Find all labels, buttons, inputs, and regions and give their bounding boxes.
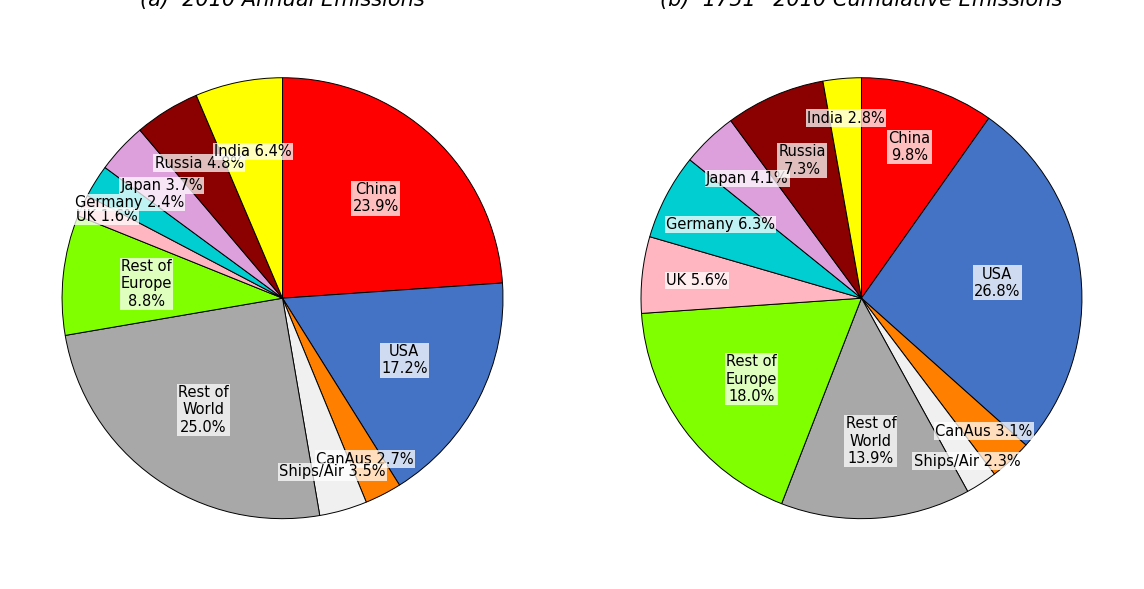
- Title: (a)  2010 Annual Emissions: (a) 2010 Annual Emissions: [141, 0, 424, 10]
- Text: USA
26.8%: USA 26.8%: [974, 267, 1020, 299]
- Wedge shape: [87, 167, 283, 298]
- Wedge shape: [823, 78, 861, 298]
- Title: (b)  1751−2010 Cumulative Emissions: (b) 1751−2010 Cumulative Emissions: [660, 0, 1063, 10]
- Text: Rest of
Europe
18.0%: Rest of Europe 18.0%: [725, 355, 777, 404]
- Wedge shape: [861, 298, 1026, 474]
- Wedge shape: [105, 130, 283, 298]
- Text: Japan 4.1%: Japan 4.1%: [706, 171, 788, 186]
- Text: CanAus 3.1%: CanAus 3.1%: [936, 423, 1033, 439]
- Text: Japan 3.7%: Japan 3.7%: [120, 178, 202, 193]
- Wedge shape: [283, 298, 399, 502]
- Text: China
23.9%: China 23.9%: [352, 182, 399, 214]
- Wedge shape: [731, 81, 861, 298]
- Wedge shape: [690, 121, 861, 298]
- Wedge shape: [781, 298, 968, 519]
- Wedge shape: [140, 95, 283, 298]
- Text: Ships/Air 2.3%: Ships/Air 2.3%: [914, 454, 1020, 468]
- Wedge shape: [650, 160, 861, 298]
- Wedge shape: [641, 237, 861, 313]
- Text: UK 5.6%: UK 5.6%: [666, 273, 728, 288]
- Wedge shape: [197, 78, 283, 298]
- Wedge shape: [861, 118, 1082, 445]
- Text: UK 1.6%: UK 1.6%: [76, 209, 137, 224]
- Wedge shape: [78, 196, 283, 298]
- Text: Rest of
World
13.9%: Rest of World 13.9%: [845, 416, 896, 466]
- Text: CanAus 2.7%: CanAus 2.7%: [316, 452, 414, 466]
- Text: Russia 4.8%: Russia 4.8%: [154, 155, 244, 171]
- Wedge shape: [283, 78, 502, 298]
- Text: Russia
7.3%: Russia 7.3%: [779, 144, 826, 177]
- Text: Rest of
Europe
8.8%: Rest of Europe 8.8%: [121, 259, 173, 309]
- Text: India 2.8%: India 2.8%: [807, 111, 884, 125]
- Text: China
9.8%: China 9.8%: [889, 131, 930, 163]
- Wedge shape: [283, 283, 503, 485]
- Wedge shape: [283, 298, 366, 515]
- Text: Germany 2.4%: Germany 2.4%: [74, 195, 184, 210]
- Text: USA
17.2%: USA 17.2%: [381, 344, 428, 376]
- Wedge shape: [861, 298, 994, 491]
- Wedge shape: [65, 298, 320, 519]
- Text: India 6.4%: India 6.4%: [214, 144, 292, 159]
- Text: Ships/Air 3.5%: Ships/Air 3.5%: [279, 465, 386, 479]
- Wedge shape: [642, 298, 861, 504]
- Text: Germany 6.3%: Germany 6.3%: [666, 217, 776, 232]
- Text: Rest of
World
25.0%: Rest of World 25.0%: [178, 385, 229, 435]
- Wedge shape: [62, 216, 283, 335]
- Wedge shape: [861, 78, 988, 298]
